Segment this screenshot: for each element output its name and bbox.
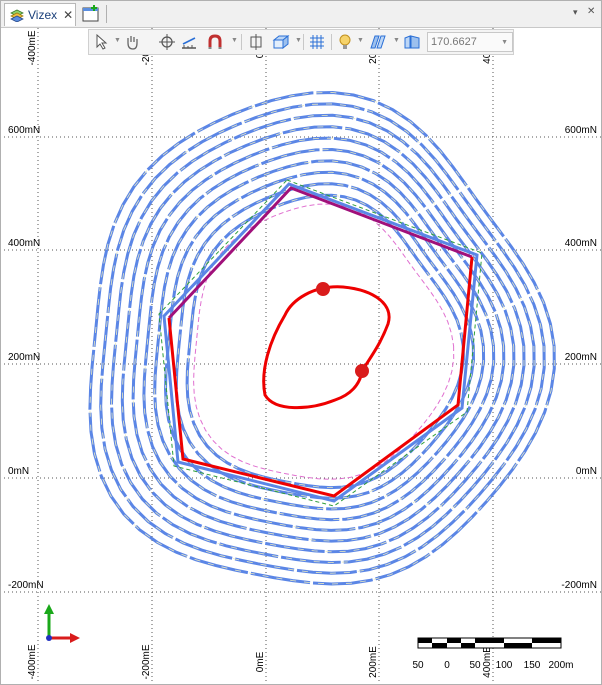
snap-tool-button[interactable]	[205, 32, 225, 52]
scale-label: 150	[524, 660, 541, 671]
new-tab-button[interactable]	[82, 5, 100, 23]
marker-point	[316, 282, 330, 296]
new-window-icon	[82, 5, 99, 22]
chevron-down-icon[interactable]: ▼	[231, 37, 238, 44]
toolbar-separator	[331, 34, 332, 50]
close-icon[interactable]: ✕	[63, 8, 74, 22]
easting-label: -200mE	[141, 644, 152, 679]
pit-contour-centerline	[111, 114, 535, 563]
red-loop-path	[262, 285, 391, 410]
grid-icon	[310, 35, 324, 49]
tab-label: Vizex	[28, 8, 58, 22]
pit-shell-contours	[88, 90, 556, 586]
ruler-icon	[182, 37, 196, 49]
scale-label: 0	[444, 660, 450, 671]
northing-label: 0mN	[8, 466, 29, 477]
marker-point	[355, 364, 369, 378]
pit-contour	[174, 182, 476, 500]
pit-contour-centerline	[89, 92, 555, 585]
toolbar-separator	[303, 34, 304, 50]
pan-tool-button[interactable]	[123, 32, 141, 52]
tab-separator	[106, 5, 107, 23]
clip-tool-button[interactable]	[247, 32, 265, 52]
northing-label: -200mN	[561, 580, 597, 591]
blue-outline	[162, 182, 479, 503]
grid-toggle-button[interactable]	[307, 32, 327, 52]
chevron-down-icon[interactable]: ▼	[501, 38, 508, 46]
select-tool-button[interactable]	[93, 32, 111, 52]
scale-label: 100	[496, 660, 513, 671]
layers-icon	[10, 9, 24, 22]
pit-contour	[120, 125, 526, 554]
scale-segment	[432, 643, 447, 648]
polygon-purple-segment	[167, 186, 473, 320]
scale-segment	[418, 638, 432, 643]
pointer-icon	[96, 34, 108, 50]
easting-label: 0mE	[255, 651, 266, 672]
clip-icon	[250, 34, 262, 50]
northing-label: 400mN	[8, 238, 40, 249]
document-tab-bar: Vizex ✕ ▾ ✕	[0, 0, 602, 28]
scale-label: 50	[412, 660, 424, 671]
grid-lines	[0, 28, 602, 685]
lighting-button[interactable]	[335, 32, 355, 52]
northing-label: -200mN	[8, 580, 44, 591]
tab-vizex[interactable]: Vizex ✕	[4, 3, 76, 26]
scale-segment	[475, 638, 504, 643]
view-box-button[interactable]	[269, 32, 293, 52]
polygon-red-segment	[167, 256, 474, 498]
scale-segment	[447, 638, 461, 643]
magnet-icon	[208, 34, 222, 49]
axis-triad-icon	[44, 604, 80, 643]
pit-contour	[153, 159, 496, 522]
close-pane-icon[interactable]: ✕	[587, 6, 596, 17]
vizex-toolbar: ▼ ▼ ▼ ▼ ▼	[88, 29, 514, 55]
rotation-angle-field[interactable]: 170.6627 ▼	[427, 32, 513, 52]
pit-contour-centerline	[175, 183, 474, 499]
easting-label: -400mE	[27, 30, 38, 65]
chevron-down-icon[interactable]: ▼	[357, 37, 364, 44]
pit-contour	[99, 102, 546, 575]
northing-label: 200mN	[565, 352, 597, 363]
northing-label: 0mN	[576, 466, 597, 477]
scale-bar: 50 0 50 100 150 200m	[412, 637, 574, 671]
rotation-button[interactable]	[401, 32, 423, 52]
chevron-down-icon[interactable]: ▼	[393, 37, 400, 44]
scale-segment	[532, 638, 561, 643]
offset-outline	[158, 179, 483, 507]
sections-icon	[370, 35, 386, 49]
northing-label: 200mN	[8, 352, 40, 363]
design-shapes	[158, 179, 483, 507]
tab-list-dropdown-icon[interactable]: ▾	[573, 7, 578, 17]
scale-segment	[504, 643, 532, 648]
rotate-view-icon	[404, 35, 420, 49]
easting-label: 200mE	[368, 646, 379, 678]
northing-label: 600mN	[8, 125, 40, 136]
crosshair-tool-button[interactable]	[157, 32, 177, 52]
section-view-button[interactable]	[367, 32, 391, 52]
pit-contour-centerline	[143, 149, 505, 531]
scale-label: 200m	[548, 660, 573, 671]
pit-contour-centerline	[132, 137, 515, 542]
lightbulb-icon	[339, 34, 351, 49]
northing-label: 600mN	[565, 125, 597, 136]
easting-label: -400mE	[27, 644, 38, 679]
measure-tool-button[interactable]	[179, 32, 199, 52]
scale-label: 50	[469, 660, 481, 671]
easting-label: 400mE	[482, 646, 493, 678]
pit-contour-centerline	[154, 160, 495, 521]
crosshair-icon	[159, 34, 175, 50]
scale-segment	[461, 643, 475, 648]
toolbar-separator	[241, 34, 242, 50]
chevron-down-icon[interactable]: ▼	[295, 37, 302, 44]
cube-icon	[272, 34, 290, 50]
pit-contour	[142, 147, 506, 532]
northing-label: 400mN	[565, 238, 597, 249]
rotation-angle-value: 170.6627	[431, 36, 477, 48]
chevron-down-icon[interactable]: ▼	[114, 37, 121, 44]
hand-icon	[127, 36, 138, 50]
